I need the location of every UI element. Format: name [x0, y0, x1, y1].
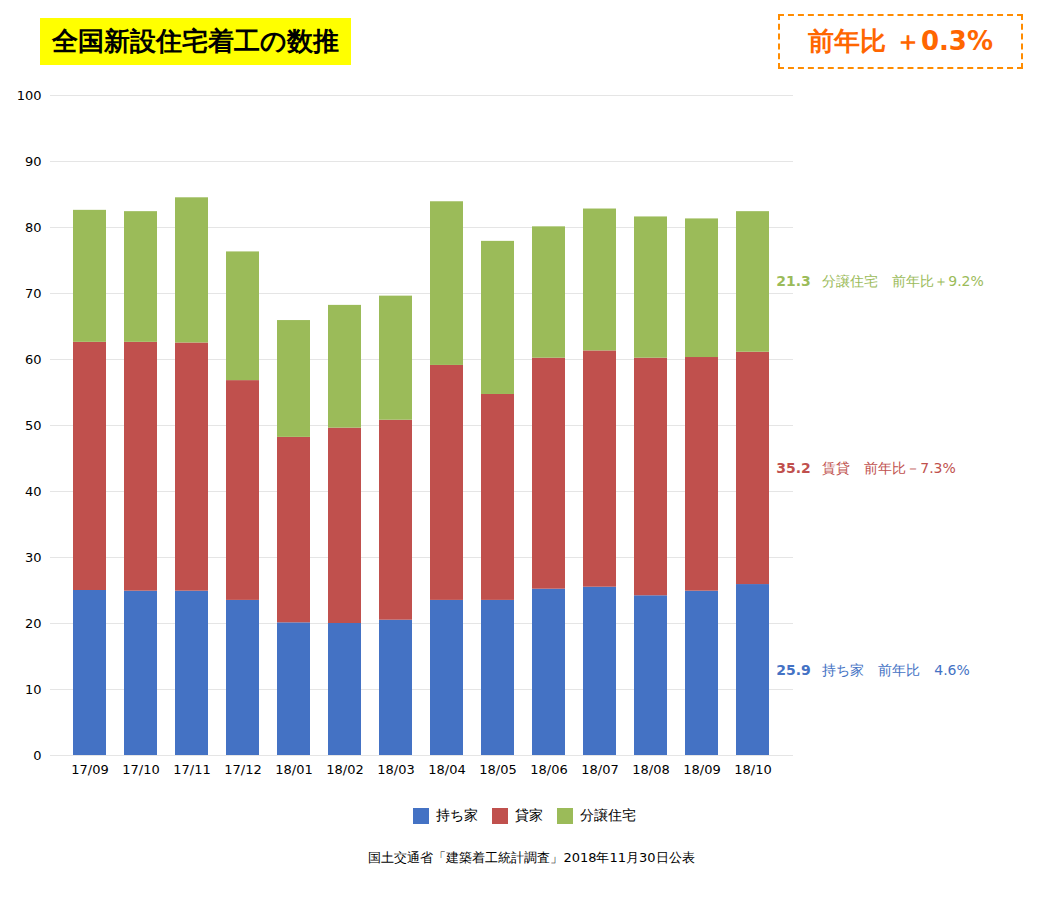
svg-text:18/10: 18/10	[734, 762, 771, 777]
html-text:全国新設住宅着工の数推: 全国新設住宅着工の数推	[52, 26, 339, 56]
svg-text:30: 30	[25, 550, 42, 565]
svg-text:40: 40	[25, 484, 42, 499]
svg-text:50: 50	[25, 418, 42, 433]
svg-text:持ち家 前年比 4.6%: 持ち家 前年比 4.6%	[822, 662, 970, 678]
svg-text:18/06: 18/06	[530, 762, 567, 777]
svg-text:17/09: 17/09	[71, 762, 108, 777]
svg-text:18/02: 18/02	[326, 762, 363, 777]
svg-text:17/12: 17/12	[224, 762, 261, 777]
svg-text:0: 0	[33, 748, 41, 763]
svg-text:60: 60	[25, 352, 42, 367]
svg-text:25.9: 25.9	[776, 662, 811, 678]
svg-text:18/09: 18/09	[683, 762, 720, 777]
svg-text:80: 80	[25, 220, 42, 235]
svg-text:20: 20	[25, 616, 42, 631]
svg-text:100: 100	[17, 88, 42, 103]
svg-text:18/03: 18/03	[377, 762, 414, 777]
svg-text:17/10: 17/10	[122, 762, 159, 777]
svg-text:17/11: 17/11	[173, 762, 210, 777]
svg-text:18/08: 18/08	[632, 762, 669, 777]
svg-text:35.2: 35.2	[776, 460, 811, 476]
html-text:分譲住宅: 分譲住宅	[580, 806, 636, 823]
svg-text:21.3: 21.3	[776, 273, 811, 289]
svg-text:18/01: 18/01	[275, 762, 312, 777]
svg-text:70: 70	[25, 286, 42, 301]
html-text:持ち家: 持ち家	[436, 806, 478, 823]
svg-text:18/07: 18/07	[581, 762, 618, 777]
svg-text:18/05: 18/05	[479, 762, 516, 777]
svg-text:18/04: 18/04	[428, 762, 465, 777]
html-text:国土交通省「建築着工統計調査」2018年11月30日公表: 国土交通省「建築着工統計調査」2018年11月30日公表	[368, 850, 695, 865]
html-text:前年比 ＋0.3%: 前年比 ＋0.3%	[807, 26, 993, 56]
svg-text:分譲住宅 前年比＋9.2%: 分譲住宅 前年比＋9.2%	[822, 273, 984, 289]
svg-text:90: 90	[25, 154, 42, 169]
svg-text:10: 10	[25, 682, 42, 697]
html-text:貸家: 貸家	[515, 806, 543, 823]
svg-text:賃貸 前年比－7.3%: 賃貸 前年比－7.3%	[822, 460, 956, 476]
